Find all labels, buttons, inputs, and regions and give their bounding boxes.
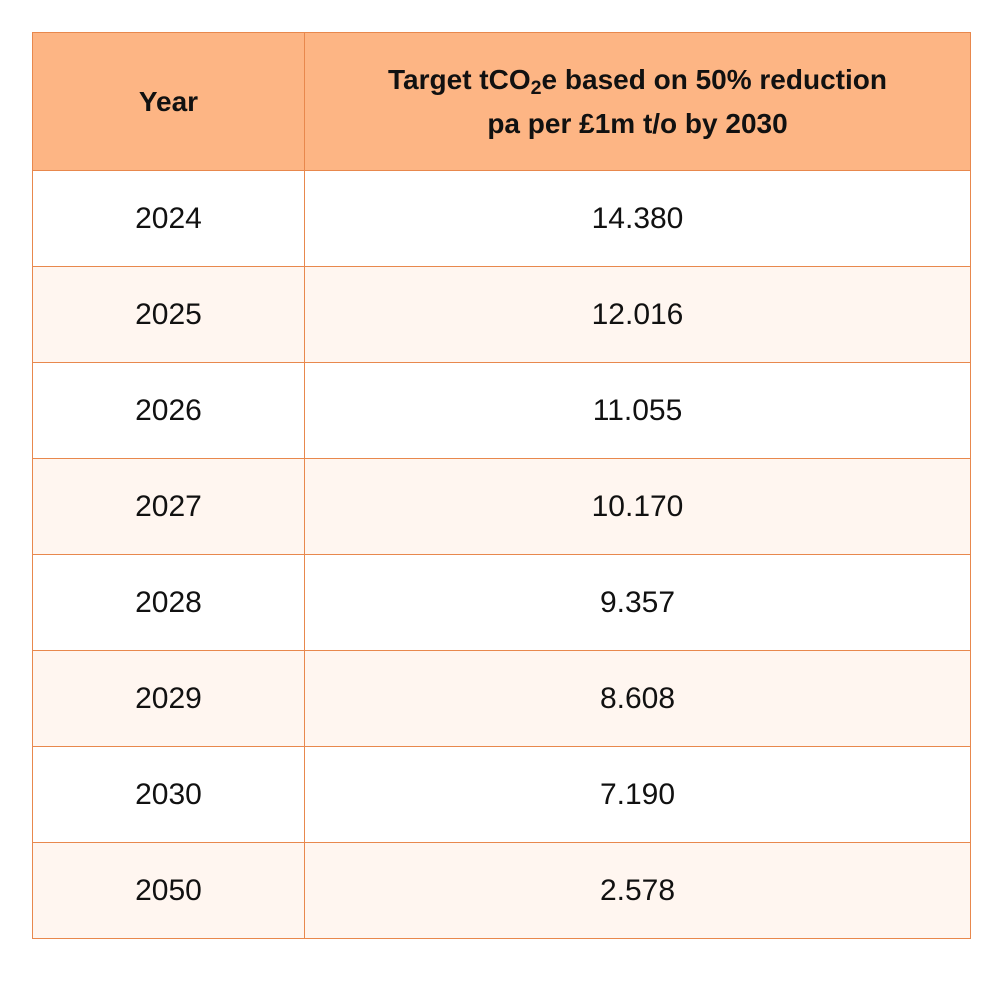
year-cell: 2026 (32, 362, 305, 459)
year-cell: 2030 (32, 746, 305, 843)
table-container: Year Target tCO2e based on 50% reduction… (32, 32, 971, 939)
header-target-line1: Target tCO2e based on 50% reduction (388, 63, 887, 99)
table-row: 2024 14.380 (32, 170, 971, 267)
header-row: Year Target tCO2e based on 50% reduction… (32, 32, 971, 171)
header-target-line2: pa per £1m t/o by 2030 (487, 107, 788, 139)
header-target: Target tCO2e based on 50% reduction pa p… (304, 32, 971, 171)
year-cell: 2029 (32, 650, 305, 747)
target-cell: 14.380 (304, 170, 971, 267)
emissions-target-table: Year Target tCO2e based on 50% reduction… (32, 32, 971, 939)
target-cell: 12.016 (304, 266, 971, 363)
table-row: 2050 2.578 (32, 842, 971, 939)
year-cell: 2050 (32, 842, 305, 939)
table-row: 2028 9.357 (32, 554, 971, 651)
table-row: 2026 11.055 (32, 362, 971, 459)
header-year: Year (32, 32, 305, 171)
year-cell: 2027 (32, 458, 305, 555)
year-cell: 2028 (32, 554, 305, 651)
year-cell: 2024 (32, 170, 305, 267)
table-row: 2030 7.190 (32, 746, 971, 843)
target-cell: 11.055 (304, 362, 971, 459)
target-cell: 9.357 (304, 554, 971, 651)
target-cell: 10.170 (304, 458, 971, 555)
target-cell: 8.608 (304, 650, 971, 747)
table-row: 2027 10.170 (32, 458, 971, 555)
target-cell: 7.190 (304, 746, 971, 843)
table-row: 2025 12.016 (32, 266, 971, 363)
target-cell: 2.578 (304, 842, 971, 939)
year-cell: 2025 (32, 266, 305, 363)
table-row: 2029 8.608 (32, 650, 971, 747)
